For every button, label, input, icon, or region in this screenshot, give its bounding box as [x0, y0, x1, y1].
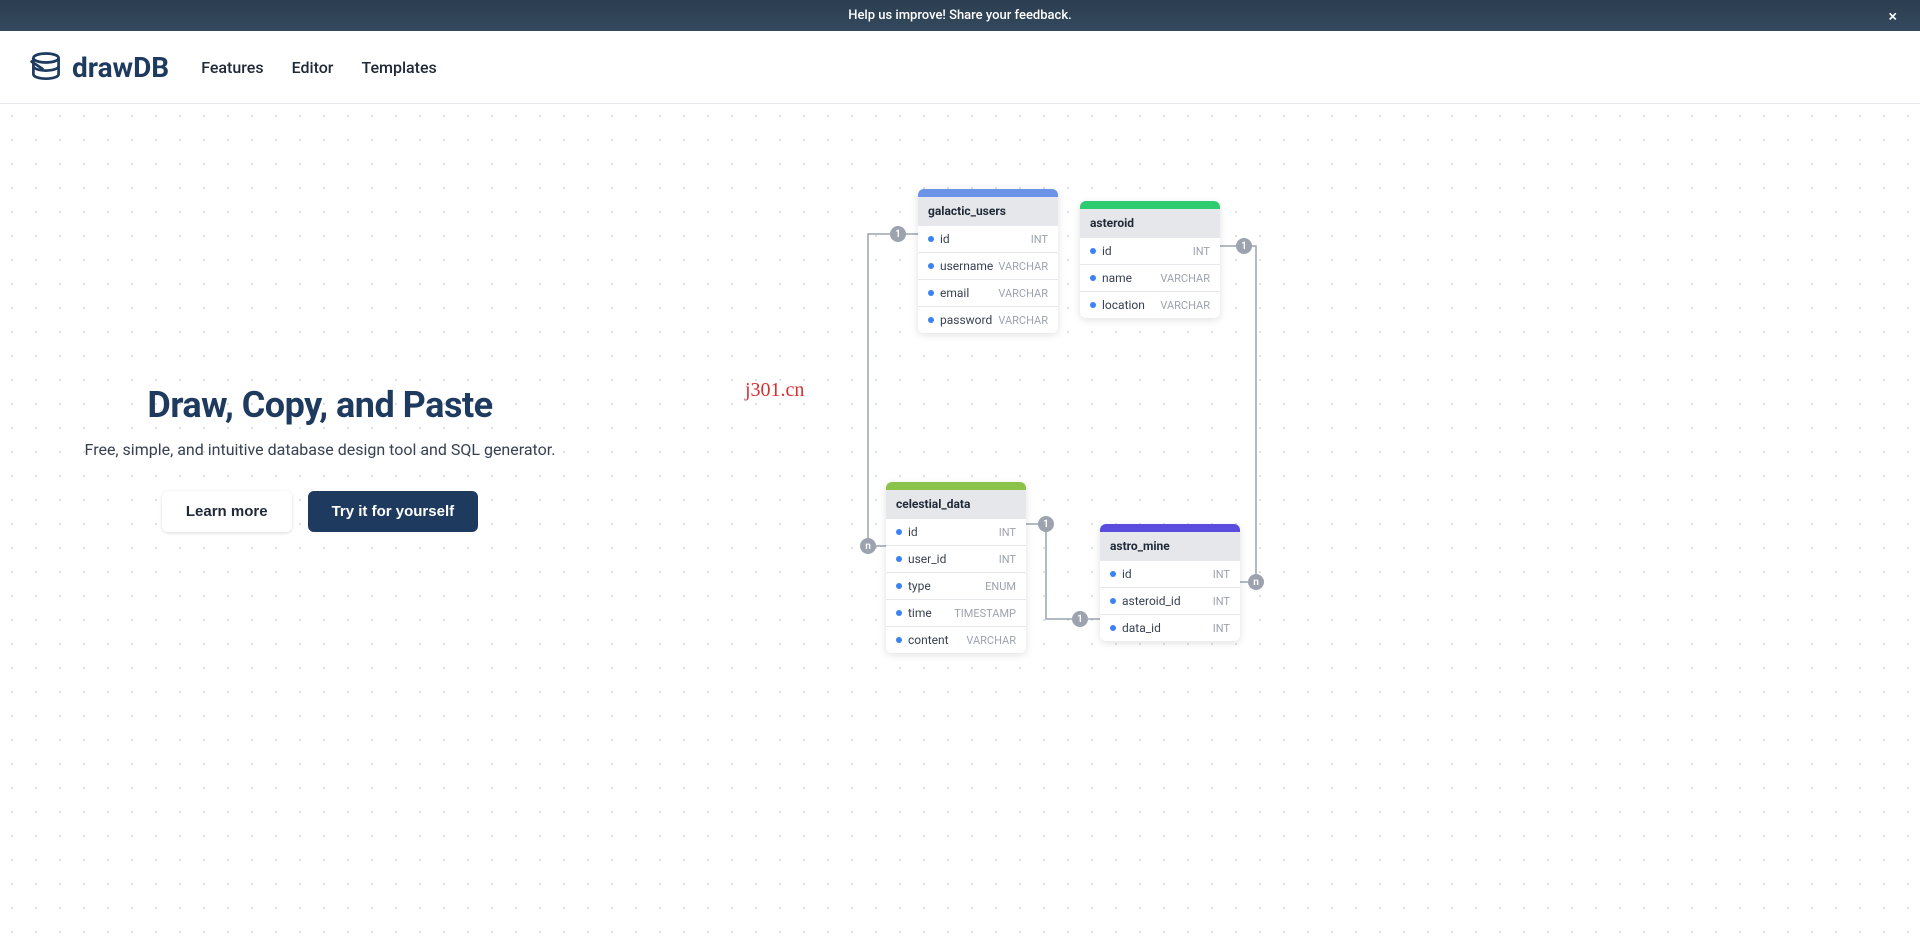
- table-row[interactable]: user_idINT: [886, 545, 1026, 572]
- nav: Features Editor Templates: [201, 58, 437, 77]
- table-row[interactable]: asteroid_idINT: [1100, 587, 1240, 614]
- table-celestial_data[interactable]: celestial_dataidINTuser_idINTtypeENUMtim…: [886, 482, 1026, 653]
- canvas[interactable]: Draw, Copy, and Paste Free, simple, and …: [0, 104, 1920, 952]
- table-row[interactable]: idINT: [1080, 237, 1220, 264]
- table-row[interactable]: usernameVARCHAR: [918, 252, 1058, 279]
- feedback-banner: Help us improve! Share your feedback. ×: [0, 0, 1920, 31]
- hero-title: Draw, Copy, and Paste: [65, 384, 575, 426]
- logo[interactable]: drawDB: [28, 49, 169, 85]
- banner-text: Help us improve! Share your feedback.: [848, 8, 1072, 23]
- table-title: astro_mine: [1100, 532, 1240, 560]
- table-title: celestial_data: [886, 490, 1026, 518]
- table-row[interactable]: timeTIMESTAMP: [886, 599, 1026, 626]
- table-galactic_users[interactable]: galactic_usersidINTusernameVARCHARemailV…: [918, 189, 1058, 333]
- cardinality-label: 1: [1072, 611, 1088, 627]
- table-row[interactable]: idINT: [918, 225, 1058, 252]
- table-asteroid[interactable]: asteroididINTnameVARCHARlocationVARCHAR: [1080, 201, 1220, 318]
- hero: Draw, Copy, and Paste Free, simple, and …: [65, 384, 575, 532]
- learn-more-button[interactable]: Learn more: [162, 491, 292, 532]
- watermark: j301.cn: [745, 379, 804, 402]
- table-row[interactable]: locationVARCHAR: [1080, 291, 1220, 318]
- table-row[interactable]: typeENUM: [886, 572, 1026, 599]
- table-row[interactable]: emailVARCHAR: [918, 279, 1058, 306]
- logo-text: drawDB: [72, 51, 169, 84]
- cardinality-label: 1: [1236, 238, 1252, 254]
- table-row[interactable]: passwordVARCHAR: [918, 306, 1058, 333]
- table-row[interactable]: nameVARCHAR: [1080, 264, 1220, 291]
- nav-editor[interactable]: Editor: [292, 58, 334, 77]
- table-astro_mine[interactable]: astro_mineidINTasteroid_idINTdata_idINT: [1100, 524, 1240, 641]
- logo-icon: [28, 49, 64, 85]
- close-icon[interactable]: ×: [1880, 2, 1905, 29]
- cardinality-label: n: [1248, 574, 1264, 590]
- hero-buttons: Learn more Try it for yourself: [65, 491, 575, 532]
- table-row[interactable]: contentVARCHAR: [886, 626, 1026, 653]
- table-row[interactable]: idINT: [886, 518, 1026, 545]
- table-row[interactable]: data_idINT: [1100, 614, 1240, 641]
- try-button[interactable]: Try it for yourself: [308, 491, 479, 532]
- header: drawDB Features Editor Templates: [0, 31, 1920, 104]
- hero-subtitle: Free, simple, and intuitive database des…: [65, 440, 575, 459]
- cardinality-label: 1: [1038, 516, 1054, 532]
- table-row[interactable]: idINT: [1100, 560, 1240, 587]
- cardinality-label: n: [860, 538, 876, 554]
- table-title: asteroid: [1080, 209, 1220, 237]
- cardinality-label: 1: [890, 226, 906, 242]
- nav-features[interactable]: Features: [201, 58, 263, 77]
- nav-templates[interactable]: Templates: [361, 58, 436, 77]
- table-title: galactic_users: [918, 197, 1058, 225]
